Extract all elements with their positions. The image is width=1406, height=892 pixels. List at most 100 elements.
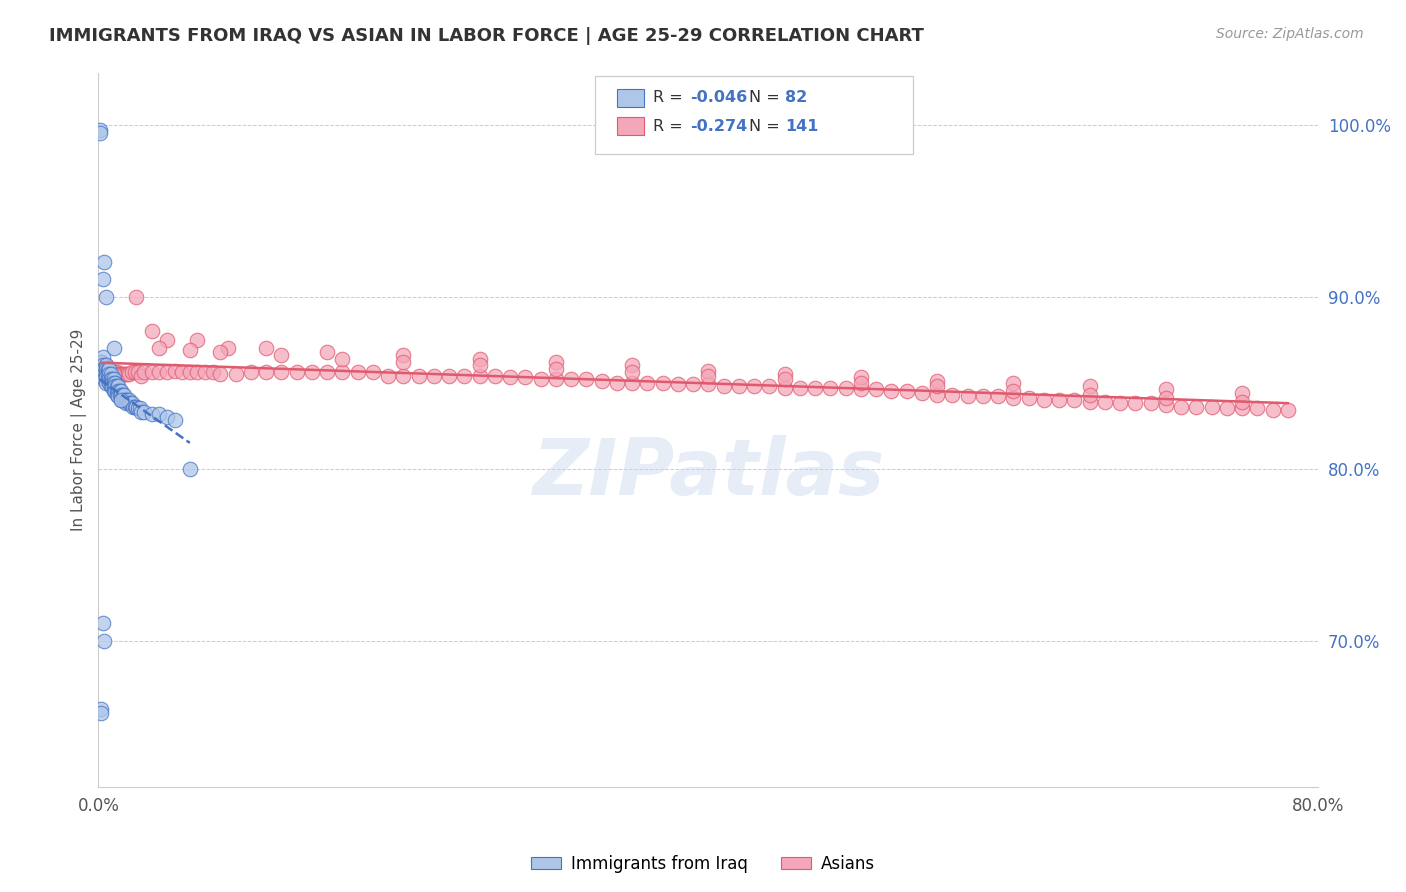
Point <box>804 381 827 395</box>
Point <box>1246 401 1268 416</box>
Point <box>156 365 179 379</box>
Point <box>194 365 217 379</box>
Point <box>90 355 112 369</box>
Point <box>93 255 115 269</box>
Point <box>94 376 117 390</box>
Point <box>560 372 582 386</box>
Point <box>682 377 704 392</box>
Point <box>101 365 124 379</box>
Point <box>1261 403 1284 417</box>
Point <box>112 367 135 381</box>
Point <box>468 359 491 373</box>
Point <box>89 122 111 136</box>
Point <box>377 368 399 383</box>
Point <box>1154 383 1177 397</box>
Point <box>621 376 644 390</box>
Point <box>94 359 117 373</box>
Point <box>93 633 115 648</box>
Point <box>621 359 644 373</box>
Point <box>101 372 124 386</box>
Text: -0.274: -0.274 <box>690 119 747 134</box>
Point <box>105 379 128 393</box>
Point <box>515 370 537 384</box>
Point <box>111 387 134 401</box>
Point <box>773 372 796 386</box>
Point <box>90 355 112 369</box>
Point <box>90 706 112 720</box>
Point <box>301 365 323 379</box>
Point <box>98 372 121 386</box>
Point <box>96 362 118 376</box>
Point <box>468 368 491 383</box>
Point <box>141 324 163 338</box>
Point <box>108 367 131 381</box>
Point <box>697 368 720 383</box>
Point <box>108 387 131 401</box>
Point <box>141 365 163 379</box>
Point <box>773 381 796 395</box>
Point <box>201 365 224 379</box>
Point <box>105 387 128 401</box>
Point <box>453 368 475 383</box>
Point <box>1002 384 1025 399</box>
Text: 141: 141 <box>785 119 818 134</box>
Point <box>94 370 117 384</box>
Point <box>104 379 127 393</box>
Point <box>544 362 567 376</box>
Point <box>911 385 934 400</box>
Point <box>179 461 201 475</box>
Point <box>127 401 149 416</box>
Point <box>90 702 112 716</box>
Point <box>98 367 121 381</box>
Point <box>91 367 114 381</box>
Point <box>392 355 415 369</box>
Bar <box>617 117 644 135</box>
Point <box>100 376 122 390</box>
Point <box>90 359 112 373</box>
Point <box>91 272 114 286</box>
Text: N =: N = <box>748 90 785 105</box>
Text: 82: 82 <box>785 90 807 105</box>
Point <box>789 381 811 395</box>
Point <box>880 384 903 399</box>
Point <box>104 384 127 399</box>
Point <box>111 367 134 381</box>
Point <box>101 379 124 393</box>
Point <box>1123 396 1146 410</box>
Point <box>1216 401 1239 416</box>
Point <box>1170 400 1192 414</box>
Point <box>217 341 239 355</box>
Text: ZIPatlas: ZIPatlas <box>533 434 884 511</box>
Point <box>621 365 644 379</box>
Point <box>91 365 114 379</box>
Point <box>118 396 141 410</box>
Point <box>1078 379 1101 393</box>
Text: -0.046: -0.046 <box>690 90 747 105</box>
Point <box>121 396 143 410</box>
Point <box>94 290 117 304</box>
Point <box>124 400 146 414</box>
Y-axis label: In Labor Force | Age 25-29: In Labor Force | Age 25-29 <box>72 329 87 531</box>
Point <box>101 376 124 390</box>
Point <box>98 376 121 390</box>
Point <box>103 376 125 390</box>
Point <box>117 367 139 381</box>
Point <box>148 365 170 379</box>
Point <box>96 372 118 386</box>
Point <box>114 367 136 381</box>
Point <box>132 365 155 379</box>
Point <box>103 384 125 399</box>
Point <box>91 616 114 631</box>
Point <box>112 392 135 407</box>
Point <box>124 365 146 379</box>
Point <box>254 341 277 355</box>
Point <box>121 365 143 379</box>
Point <box>96 367 118 381</box>
Point <box>91 359 114 373</box>
Point <box>93 367 115 381</box>
Point <box>1094 394 1116 409</box>
Point <box>103 365 125 379</box>
Point <box>1230 401 1253 416</box>
Point <box>239 365 262 379</box>
Point <box>941 387 963 401</box>
